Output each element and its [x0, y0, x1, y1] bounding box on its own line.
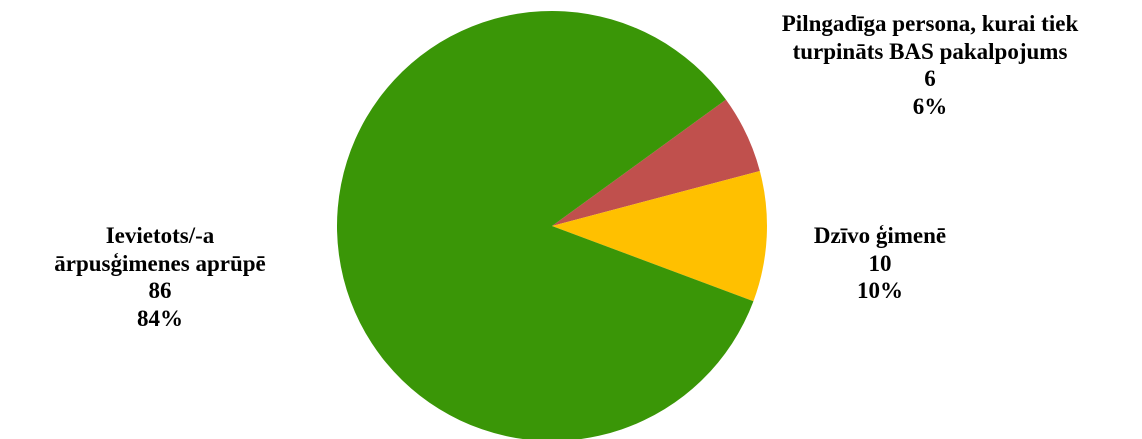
data-label-value: 86	[148, 278, 172, 304]
data-label-adult-bas: Pilngadīga persona, kurai tiek turpināts…	[700, 10, 1142, 120]
data-label-category-line: turpināts BAS pakalpojums	[792, 38, 1068, 64]
pie-slice-adult-bas	[552, 99, 760, 226]
data-label-category-line: ārpusģimenes aprūpē	[54, 250, 266, 276]
pie-slice-out-of-family-care	[337, 11, 754, 439]
data-label-value: 6	[924, 66, 936, 92]
data-label-percent: 84%	[137, 305, 183, 331]
data-label-percent: 10%	[857, 278, 903, 304]
data-label-category-line: Ievietots/-a	[105, 223, 215, 248]
data-label-value: 10	[868, 250, 892, 276]
data-label-percent: 6%	[912, 93, 948, 119]
pie-slice-lives-in-family	[552, 170, 767, 302]
data-label-category-line: Pilngadīga persona, kurai tiek	[781, 11, 1079, 36]
data-label-category-line: Dzīvo ģimenē	[813, 223, 947, 248]
data-label-out-of-family-care: Ievietots/-a ārpusģimenes aprūpē 86 84%	[0, 222, 320, 332]
data-label-lives-in-family: Dzīvo ģimenē 10 10%	[785, 222, 975, 305]
